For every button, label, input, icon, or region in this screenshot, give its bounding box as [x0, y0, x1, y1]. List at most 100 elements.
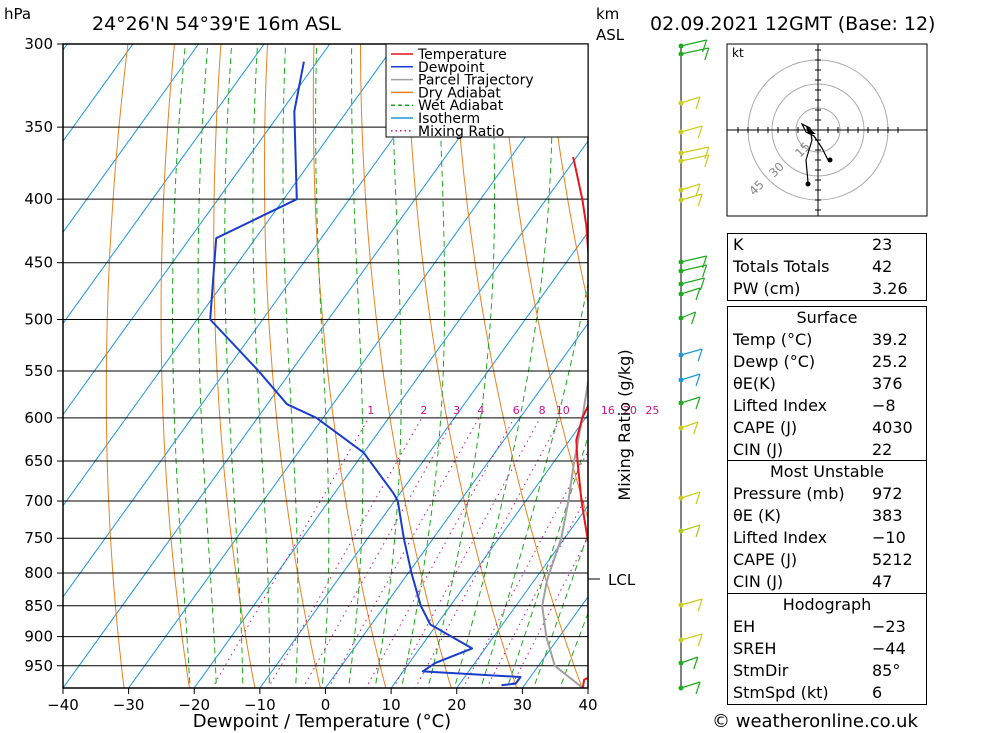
- wind-barb-flag: [697, 348, 703, 362]
- wind-barb-flag: [691, 311, 697, 325]
- mixing-ratio-label: 16: [601, 404, 615, 417]
- pressure-tick-label: 400: [24, 190, 53, 208]
- wind-barb-flag: [697, 633, 703, 647]
- x-tick-label: 10: [382, 696, 401, 714]
- section-title: Surface: [796, 308, 858, 327]
- hodograph-unit: kt: [732, 46, 744, 60]
- row-label: Lifted Index: [733, 528, 828, 547]
- table-row: SREH −44: [728, 638, 926, 660]
- table-row: K 23: [728, 234, 926, 256]
- row-value: 85°: [872, 661, 901, 680]
- pressure-tick-label: 900: [24, 628, 53, 646]
- legend-label: Isotherm: [418, 111, 480, 127]
- dry-adiabat-line: [312, 44, 387, 688]
- table-row: CIN (J) 47: [728, 571, 926, 593]
- legend-label: Temperature: [417, 47, 507, 63]
- wet-adiabat-line: [197, 44, 217, 688]
- row-value: 5212: [872, 550, 913, 569]
- wet-adiabat-line: [453, 44, 554, 688]
- x-tick-label: −20: [178, 696, 210, 714]
- table-row: EH −23: [728, 616, 926, 638]
- isotherm-line: [259, 231, 588, 688]
- wind-barb-staff: [680, 396, 701, 404]
- wind-barb-staff: [680, 373, 701, 381]
- row-label: Dewp (°C): [733, 352, 816, 371]
- x-tick-label: −40: [47, 696, 79, 714]
- row-label: Pressure (mb): [733, 484, 845, 503]
- pressure-tick-label: 800: [24, 564, 53, 582]
- wind-barb-staff: [680, 348, 703, 356]
- mixing-ratio-label: 6: [513, 404, 520, 417]
- x-tick-label: 20: [447, 696, 466, 714]
- table-row: PW (cm) 3.26: [728, 278, 926, 300]
- dry-adiabat-line: [406, 44, 518, 688]
- row-value: 6: [872, 683, 883, 702]
- pressure-tick-label: 300: [24, 35, 53, 53]
- credit-text: © weatheronline.co.uk: [712, 711, 918, 732]
- x-axis-label: Dewpoint / Temperature (°C): [193, 711, 451, 732]
- legend-label: Dry Adiabat: [418, 85, 501, 101]
- row-label: SREH: [733, 639, 777, 658]
- table-row: CIN (J) 22: [728, 439, 926, 461]
- wind-barb-staff: [680, 277, 705, 285]
- mixing-ratio-line: [392, 417, 541, 688]
- wind-barb-staff: [680, 656, 699, 664]
- legend-label: Wet Adiabat: [418, 98, 504, 114]
- row-value: −10: [872, 528, 906, 547]
- x-tick-label: 30: [513, 696, 532, 714]
- hodograph-point: [827, 157, 833, 163]
- wind-barb-staff: [680, 524, 701, 532]
- wind-barb-flag: [693, 421, 699, 435]
- row-label: θE(K): [733, 374, 776, 393]
- parcel-trajectory-line: [541, 376, 588, 688]
- pressure-tick-label: 950: [24, 657, 53, 675]
- wind-barb-staff: [680, 421, 699, 429]
- wind-barb-staff: [680, 491, 701, 499]
- dry-adiabat-line: [499, 44, 588, 521]
- row-label: Lifted Index: [733, 396, 828, 415]
- wind-barb-flag: [702, 39, 708, 53]
- row-label: CIN (J): [733, 440, 784, 459]
- row-value: 23: [872, 235, 893, 254]
- pressure-unit: hPa: [4, 5, 31, 23]
- table-row: CAPE (J) 4030: [728, 417, 926, 439]
- row-label: PW (cm): [733, 279, 801, 298]
- dry-adiabat-line: [453, 44, 583, 688]
- wind-barb-staff: [680, 96, 701, 104]
- x-tick-label: −10: [244, 696, 276, 714]
- wet-adiabat-line: [532, 532, 588, 688]
- temperature-line: [572, 156, 588, 688]
- wind-barb-staff: [680, 154, 709, 162]
- row-label: Temp (°C): [733, 330, 813, 349]
- row-value: 39.2: [872, 330, 908, 349]
- hodograph-point: [805, 181, 811, 187]
- wind-barb-flag: [695, 681, 701, 695]
- most-unstable-table: Most Unstable Pressure (mb) 972 θE (K) 383 Li…: [727, 460, 927, 594]
- wind-barb-flag: [704, 146, 710, 160]
- surface-table: Surface Temp (°C) 39.2 Dewp (°C) 25.2 θE(K) 37…: [727, 306, 927, 462]
- legend-label: Dewpoint: [418, 60, 485, 76]
- mixing-ratio-label: 10: [556, 404, 570, 417]
- row-value: 383: [872, 506, 903, 525]
- dry-adiabat-line: [360, 44, 452, 688]
- x-tick-label: 40: [578, 696, 597, 714]
- mixing-ratio-axis-label: Mixing Ratio (g/kg): [615, 349, 634, 500]
- table-row: θE(K) 376: [728, 373, 926, 395]
- wet-adiabat-line: [506, 435, 588, 688]
- location-title: 24°26'N 54°39'E 16m ASL: [92, 13, 341, 35]
- pressure-tick-label: 850: [24, 597, 53, 615]
- mixing-ratio-label: 2: [420, 404, 427, 417]
- hodograph-table: Hodograph EH −23 SREH −44 StmDir 85° StmSpd (kt…: [727, 593, 927, 705]
- dry-adiabat-line: [936, 0, 1000, 693]
- row-value: 42: [872, 257, 893, 276]
- pressure-tick-label: 550: [24, 362, 53, 380]
- mixing-ratio-line: [302, 417, 456, 688]
- wind-barb-staff: [680, 146, 709, 154]
- dry-adiabat-line: [160, 44, 191, 688]
- table-row: Lifted Index −10: [728, 527, 926, 549]
- mixing-ratio-label: 3: [453, 404, 460, 417]
- wind-barb-flag: [695, 96, 701, 110]
- wind-barb-staff: [680, 255, 707, 263]
- table-row: Pressure (mb) 972: [728, 483, 926, 505]
